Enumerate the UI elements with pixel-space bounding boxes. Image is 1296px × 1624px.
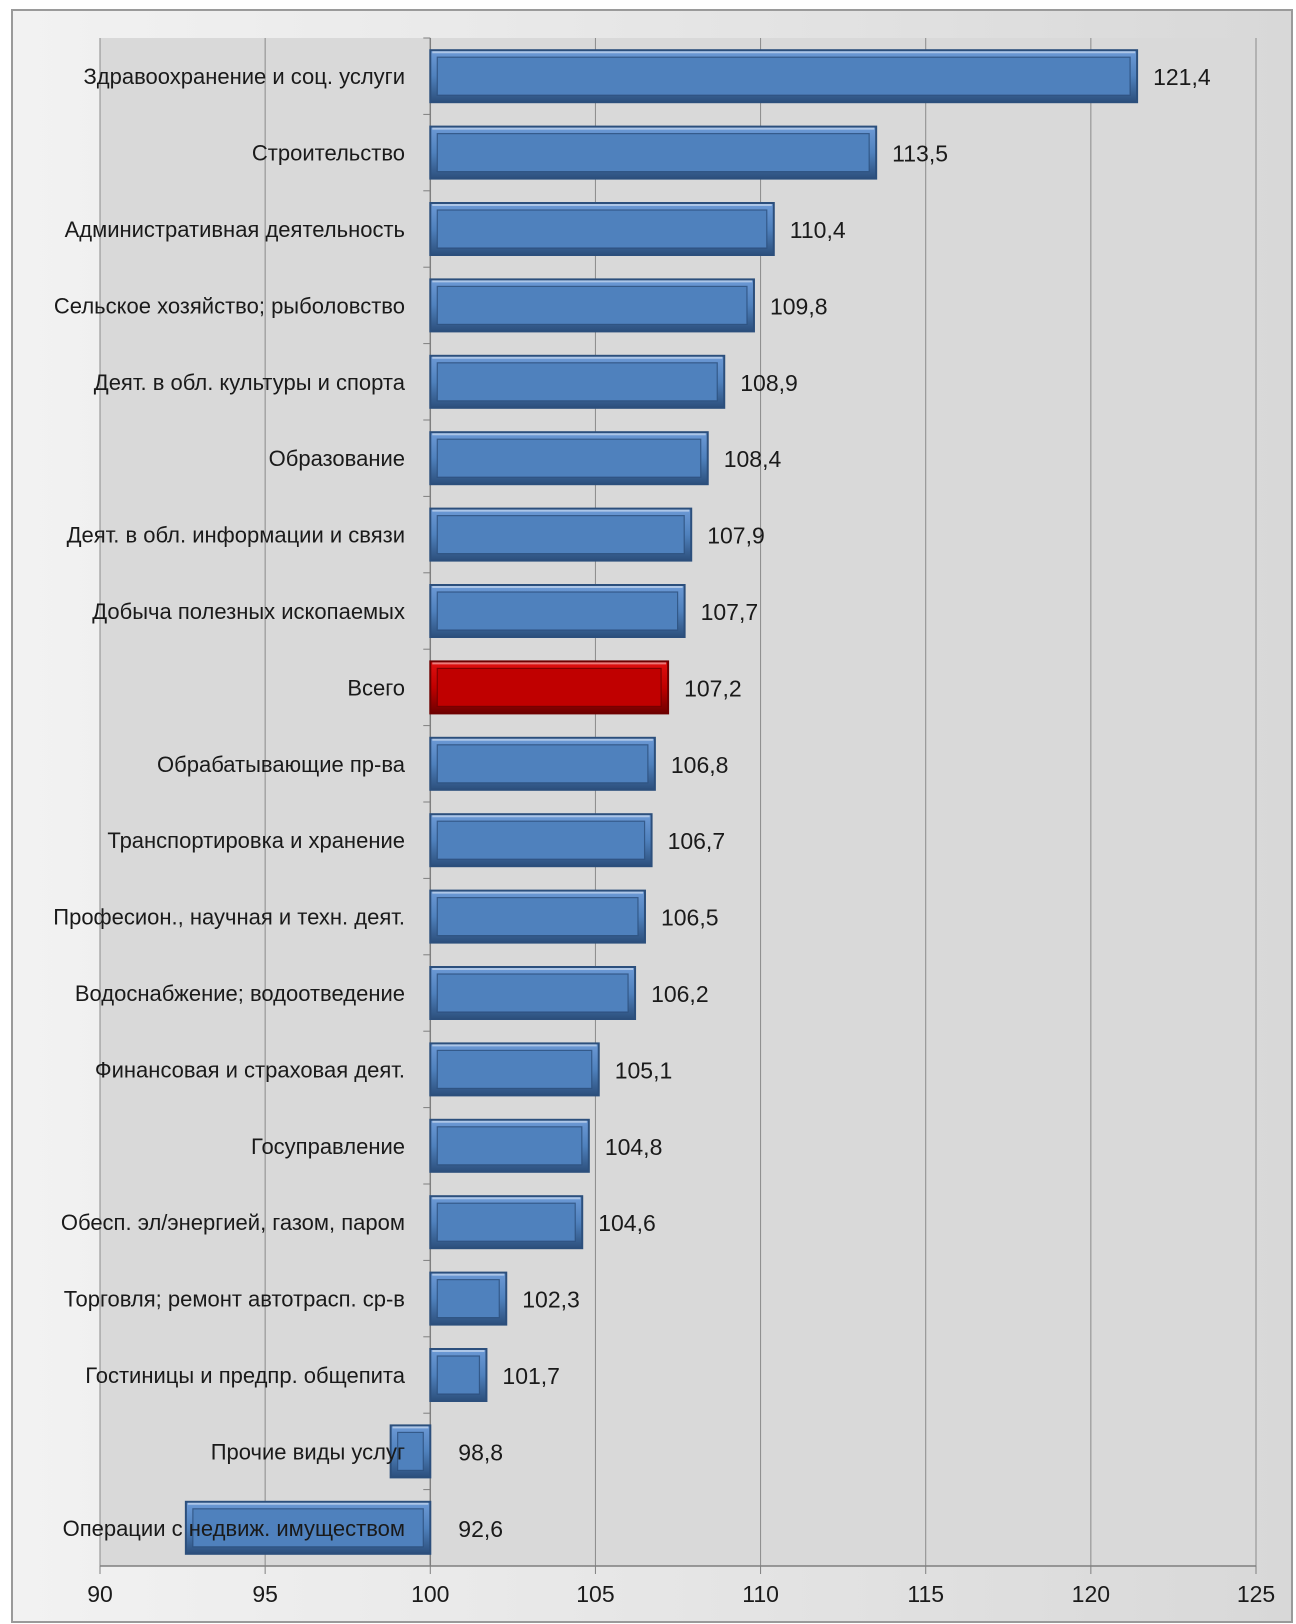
category-label: Обесп. эл/энергией, газом, паром xyxy=(61,1210,405,1235)
value-label: 109,8 xyxy=(770,293,828,319)
bar xyxy=(429,1271,508,1326)
category-label: Финансовая и страховая деят. xyxy=(95,1057,405,1082)
bar xyxy=(389,1424,432,1479)
value-label: 101,7 xyxy=(502,1363,560,1389)
bars xyxy=(184,49,1139,1555)
category-label: Обрабатывающие пр-ва xyxy=(157,752,406,777)
value-label: 98,8 xyxy=(458,1439,503,1465)
category-label: Деят. в обл. информации и связи xyxy=(67,523,405,548)
value-label: 121,4 xyxy=(1153,64,1211,90)
bar xyxy=(429,1118,590,1173)
bar xyxy=(429,1042,600,1097)
bar xyxy=(429,584,686,638)
bar xyxy=(429,736,656,791)
bar xyxy=(429,125,878,180)
category-label: Транспортировка и хранение xyxy=(107,828,405,853)
value-label: 110,4 xyxy=(790,217,846,243)
x-tick-label: 125 xyxy=(1237,1581,1275,1607)
plot-area xyxy=(100,38,1256,1566)
category-label: Добыча полезных ископаемых xyxy=(92,599,405,624)
category-label: Госуправление xyxy=(251,1134,405,1159)
value-label: 106,2 xyxy=(651,981,709,1007)
category-label: Водоснабжение; водоотведение xyxy=(75,981,405,1006)
bar xyxy=(429,889,646,944)
value-label: 108,4 xyxy=(724,446,782,472)
value-label: 106,7 xyxy=(668,828,726,854)
category-label: Торговля; ремонт автотрасп. ср-в xyxy=(64,1287,405,1312)
category-label: Гостиницы и предпр. общепита xyxy=(85,1363,405,1388)
bar xyxy=(184,1500,432,1555)
category-label: Операции с недвиж. имуществом xyxy=(63,1516,405,1541)
x-tick-label: 95 xyxy=(252,1581,278,1607)
value-label: 107,7 xyxy=(701,599,759,625)
category-label: Прочие виды услуг xyxy=(211,1439,405,1464)
x-tick-label: 100 xyxy=(411,1581,449,1607)
value-label: 106,8 xyxy=(671,752,729,778)
value-label: 92,6 xyxy=(458,1516,503,1542)
category-label: Административная деятельность xyxy=(65,217,405,242)
bar xyxy=(429,431,709,486)
x-tick-label: 115 xyxy=(907,1581,944,1607)
category-label: Сельское хозяйство; рыболовство xyxy=(54,293,405,318)
bar xyxy=(429,507,693,562)
value-label: 108,9 xyxy=(740,370,798,396)
x-tick-label: 120 xyxy=(1072,1581,1110,1607)
labels: 90 95 100 105 110 115 120 125 Здравоохранение и … xyxy=(53,64,1275,1607)
value-label: 107,9 xyxy=(707,523,765,549)
value-label: 107,2 xyxy=(684,675,742,701)
value-label: 105,1 xyxy=(615,1057,673,1083)
value-label: 104,8 xyxy=(605,1134,663,1160)
bar xyxy=(429,813,653,868)
category-label: Образование xyxy=(269,446,405,471)
x-tick-label: 90 xyxy=(87,1581,113,1607)
bar xyxy=(429,966,637,1020)
x-tick-label: 110 xyxy=(742,1581,779,1607)
bar xyxy=(429,1195,584,1250)
value-label: 106,5 xyxy=(661,905,719,931)
bar xyxy=(429,354,726,409)
category-label: Деят. в обл. культуры и спорта xyxy=(94,370,406,395)
bar xyxy=(429,1348,488,1402)
category-label: Здравоохранение и соц. услуги xyxy=(83,64,405,89)
category-label: Всего xyxy=(347,675,405,700)
x-tick-label: 105 xyxy=(576,1581,614,1607)
value-label: 113,5 xyxy=(892,141,948,167)
bar-total xyxy=(429,660,670,715)
value-label: 102,3 xyxy=(522,1287,580,1313)
bar xyxy=(429,278,755,333)
value-label: 104,6 xyxy=(598,1210,656,1236)
bar xyxy=(429,49,1139,104)
category-label: Професион., научная и техн. деят. xyxy=(53,905,405,930)
category-label: Строительство xyxy=(252,141,405,166)
bar xyxy=(429,202,775,256)
